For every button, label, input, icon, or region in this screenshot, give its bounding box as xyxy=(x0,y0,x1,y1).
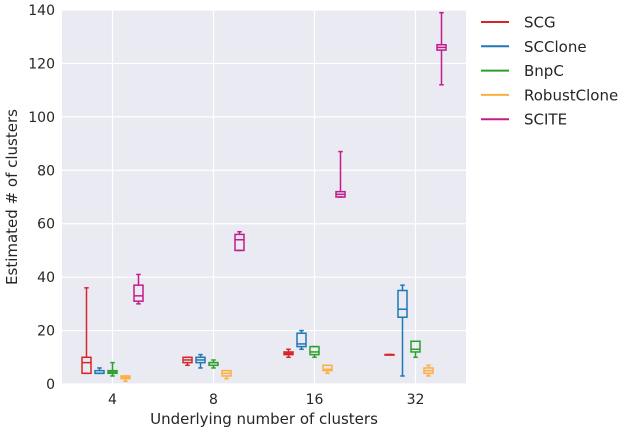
box-iqr xyxy=(397,289,408,318)
box-robustclone-8 xyxy=(221,369,232,380)
legend-label: SCG xyxy=(524,14,556,32)
x-axis-label: Underlying number of clusters xyxy=(150,410,378,428)
box-scg-16 xyxy=(283,348,294,359)
box-robustclone-32 xyxy=(423,364,434,377)
box-scite-16 xyxy=(335,150,346,198)
series-scite xyxy=(133,11,447,305)
box-iqr xyxy=(133,284,144,302)
legend-label: SCITE xyxy=(524,111,567,129)
x-tick-label: 16 xyxy=(306,392,324,408)
y-tick-label: 0 xyxy=(46,377,55,393)
legend: SCG SCClone BnpC RobustClone SCITE xyxy=(481,14,618,129)
box-bnpc-16 xyxy=(309,345,320,359)
box-scclone-8 xyxy=(195,353,206,369)
plot-area xyxy=(62,10,466,384)
legend-label: BnpC xyxy=(524,62,564,80)
x-tick-label: 4 xyxy=(108,392,117,408)
box-iqr xyxy=(309,345,320,356)
box-bnpc-8 xyxy=(208,359,219,369)
series-scg xyxy=(81,287,395,375)
y-tick-label: 120 xyxy=(28,56,55,72)
legend-label: RobustClone xyxy=(524,86,618,104)
box-iqr xyxy=(296,332,307,348)
box-scg-4 xyxy=(81,287,92,375)
y-tick-label: 80 xyxy=(37,163,55,179)
box-scg-32 xyxy=(384,353,395,356)
y-tick-label: 60 xyxy=(37,217,55,233)
y-tick-label: 140 xyxy=(28,3,55,19)
box-bnpc-4 xyxy=(107,361,118,377)
series-robustclone xyxy=(120,364,434,383)
grid-lines xyxy=(62,9,466,385)
legend-item-scg: SCG xyxy=(481,14,556,32)
legend-item-bnpc: BnpC xyxy=(481,62,564,80)
legend-label: SCClone xyxy=(524,38,587,56)
box-iqr xyxy=(81,356,92,375)
box-scite-4 xyxy=(133,273,144,305)
box-robustclone-16 xyxy=(322,364,333,375)
box-bnpc-32 xyxy=(410,340,421,359)
box-iqr xyxy=(322,364,333,372)
box-scclone-16 xyxy=(296,329,307,351)
legend-item-scite: SCITE xyxy=(481,111,567,129)
box-scclone-32 xyxy=(397,284,408,377)
legend-item-robustclone: RobustClone xyxy=(481,86,618,104)
y-tick-label: 100 xyxy=(28,110,55,126)
box-iqr xyxy=(234,233,245,252)
box-scclone-4 xyxy=(94,367,105,375)
series-bnpc xyxy=(107,340,421,377)
series-scclone xyxy=(94,284,408,377)
box-iqr xyxy=(410,340,421,353)
y-axis-ticks: 0 20 40 60 80 100 120 140 xyxy=(28,3,55,393)
box-scg-8 xyxy=(182,356,193,367)
x-tick-label: 8 xyxy=(209,392,218,408)
x-axis-ticks: 4 8 16 32 xyxy=(108,392,424,408)
box-groups xyxy=(81,11,447,383)
x-tick-label: 32 xyxy=(407,392,425,408)
box-scite-32 xyxy=(436,11,447,86)
box-robustclone-4 xyxy=(120,375,131,383)
legend-item-scclone: SCClone xyxy=(481,38,587,56)
box-scite-8 xyxy=(234,230,245,252)
y-tick-label: 40 xyxy=(37,270,55,286)
y-axis-label: Estimated # of clusters xyxy=(3,109,21,285)
y-tick-label: 20 xyxy=(37,324,55,340)
